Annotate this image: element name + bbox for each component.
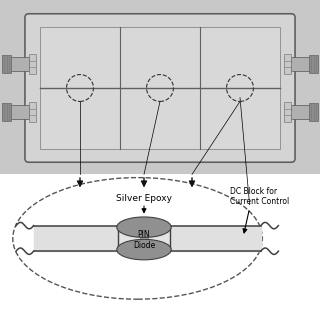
- Text: PIN
Diode: PIN Diode: [133, 230, 155, 250]
- Bar: [40, 27, 280, 149]
- Bar: [29, 54, 36, 74]
- Bar: [140, 226, 148, 251]
- Bar: [291, 105, 310, 119]
- Bar: [309, 55, 318, 73]
- Ellipse shape: [117, 239, 171, 260]
- Bar: [291, 57, 310, 71]
- Bar: [2, 103, 11, 121]
- Bar: [10, 105, 29, 119]
- Bar: [284, 54, 291, 74]
- Bar: [2, 55, 11, 73]
- Bar: [309, 103, 318, 121]
- Bar: [284, 102, 291, 122]
- Text: Silver Epoxy: Silver Epoxy: [116, 194, 172, 203]
- Bar: [10, 57, 29, 71]
- Bar: [118, 226, 170, 251]
- FancyBboxPatch shape: [25, 14, 295, 162]
- Bar: [0, 174, 320, 320]
- Bar: [29, 102, 36, 122]
- Bar: [0, 0, 320, 174]
- Ellipse shape: [117, 217, 171, 237]
- Text: DC Block for
Current Control: DC Block for Current Control: [230, 187, 290, 206]
